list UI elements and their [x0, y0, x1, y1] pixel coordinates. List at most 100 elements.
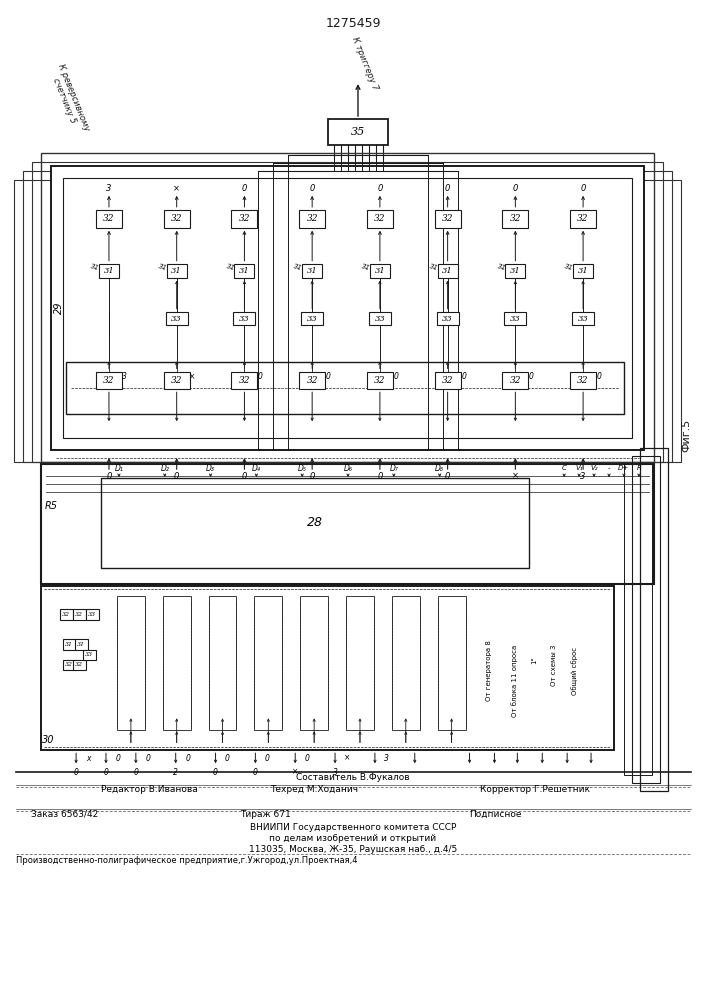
Text: 31: 31 — [77, 642, 85, 647]
Text: 32: 32 — [374, 376, 385, 385]
Text: -: - — [608, 465, 610, 471]
Text: 32: 32 — [578, 376, 589, 385]
Text: 0: 0 — [74, 768, 78, 777]
Text: 0: 0 — [305, 754, 310, 763]
Bar — [570, 372, 596, 389]
Text: 31: 31 — [90, 264, 100, 272]
Bar — [99, 264, 119, 278]
Bar — [573, 264, 593, 278]
Bar — [96, 210, 122, 228]
Text: От схемы 3: От схемы 3 — [551, 645, 557, 686]
Bar — [435, 372, 460, 389]
Text: D₃: D₃ — [206, 464, 215, 473]
Bar — [300, 596, 328, 730]
Bar — [367, 372, 393, 389]
Text: 0: 0 — [242, 472, 247, 481]
Text: ВНИИПИ Государственного комитета СССР: ВНИИПИ Государственного комитета СССР — [250, 823, 456, 832]
Text: 35: 35 — [351, 127, 365, 137]
Bar — [370, 264, 390, 278]
Text: Составитель В.Фукалов: Составитель В.Фукалов — [296, 773, 410, 782]
Bar — [96, 372, 122, 389]
Text: Фиг.5: Фиг.5 — [682, 419, 691, 452]
Text: От генератора 8: От генератора 8 — [486, 640, 493, 701]
Bar — [231, 210, 257, 228]
Text: D₆: D₆ — [344, 464, 353, 473]
Text: 33: 33 — [510, 315, 521, 323]
Text: 0: 0 — [265, 754, 270, 763]
Text: D₇: D₇ — [390, 464, 398, 473]
Bar — [73, 660, 86, 670]
Bar — [570, 210, 596, 228]
Text: 32: 32 — [103, 376, 115, 385]
Bar — [299, 210, 325, 228]
Text: 3: 3 — [332, 768, 337, 777]
Text: 0: 0 — [174, 472, 180, 481]
Text: 31: 31 — [293, 264, 303, 272]
Bar — [101, 478, 530, 568]
Bar — [392, 596, 420, 730]
Text: 0: 0 — [213, 768, 218, 777]
Text: 29: 29 — [54, 302, 64, 314]
Text: 32: 32 — [239, 376, 250, 385]
Bar — [63, 639, 76, 650]
Text: 32: 32 — [306, 214, 318, 223]
Text: 32: 32 — [510, 376, 521, 385]
Text: 33: 33 — [88, 612, 96, 617]
Text: От блока 11 опроса: От блока 11 опроса — [511, 644, 518, 717]
Bar — [83, 650, 95, 660]
Text: Заказ 6563/42: Заказ 6563/42 — [31, 810, 98, 819]
Text: 0: 0 — [378, 184, 382, 193]
Text: 31: 31 — [428, 264, 439, 272]
Text: 0: 0 — [326, 372, 331, 381]
Text: 32: 32 — [442, 376, 453, 385]
Text: 31: 31 — [158, 264, 168, 272]
Bar — [59, 609, 73, 620]
Bar — [209, 596, 236, 730]
Bar — [328, 119, 388, 145]
Bar — [86, 609, 98, 620]
Bar — [235, 264, 255, 278]
Bar — [504, 312, 526, 325]
Bar — [302, 264, 322, 278]
Bar — [572, 312, 594, 325]
Bar — [73, 609, 86, 620]
Text: Общий сброс: Общий сброс — [571, 646, 578, 695]
Text: ×: × — [173, 184, 180, 193]
Bar — [164, 210, 189, 228]
Text: 0: 0 — [445, 184, 450, 193]
Text: 113035, Москва, Ж-35, Раушская наб., д.4/5: 113035, Москва, Ж-35, Раушская наб., д.4… — [249, 845, 457, 854]
Text: 1": 1" — [531, 657, 537, 664]
Bar — [255, 596, 282, 730]
Text: 0: 0 — [310, 184, 315, 193]
Text: 0: 0 — [445, 472, 450, 481]
Bar — [63, 178, 632, 438]
Text: R5: R5 — [45, 501, 58, 511]
Text: 33: 33 — [239, 315, 250, 323]
Text: Производственно-полиграфическое предприятие,г.Ужгород,ул.Проектная,4: Производственно-полиграфическое предприя… — [16, 856, 358, 865]
Bar — [165, 312, 187, 325]
Text: 0: 0 — [225, 754, 230, 763]
Text: 28: 28 — [307, 516, 323, 529]
Text: 30: 30 — [42, 735, 54, 745]
Text: Корректор Г.Решетник: Корректор Г.Решетник — [479, 785, 590, 794]
Bar — [435, 210, 460, 228]
Text: 0: 0 — [310, 472, 315, 481]
Bar — [117, 596, 145, 730]
Text: 32: 32 — [510, 214, 521, 223]
Text: 32: 32 — [578, 214, 589, 223]
Text: 32: 32 — [374, 214, 385, 223]
Text: 0: 0 — [253, 768, 258, 777]
Text: 31: 31 — [578, 267, 588, 275]
Text: 31: 31 — [307, 267, 317, 275]
Bar — [438, 596, 465, 730]
Bar — [632, 456, 660, 783]
Text: 33: 33 — [375, 315, 385, 323]
Text: 0: 0 — [529, 372, 534, 381]
Text: 31: 31 — [564, 264, 574, 272]
Bar — [75, 639, 88, 650]
Text: 31: 31 — [226, 264, 235, 272]
Text: 32: 32 — [239, 214, 250, 223]
Bar — [23, 171, 672, 462]
Text: D₄: D₄ — [252, 464, 261, 473]
Text: 0: 0 — [461, 372, 466, 381]
